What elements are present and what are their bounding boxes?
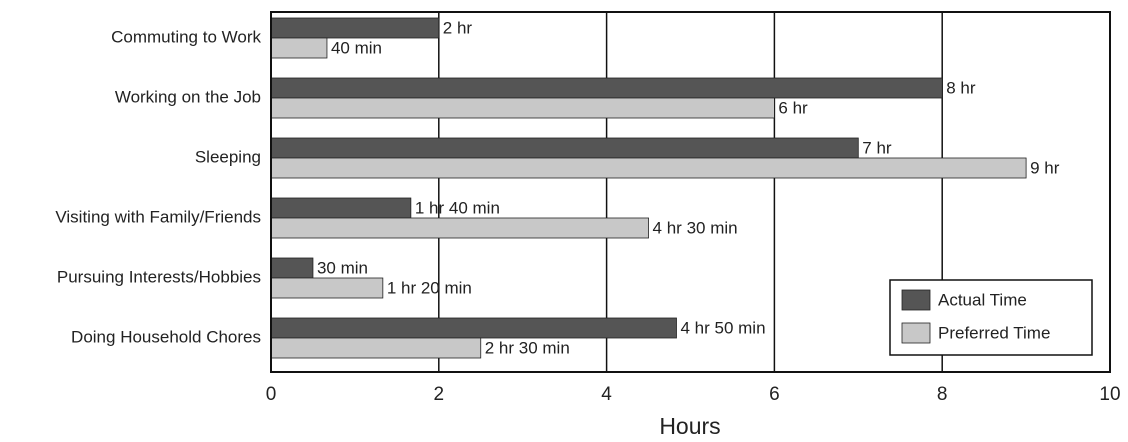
value-label: 7 hr [862,138,892,157]
value-label: 1 hr 40 min [415,198,500,217]
value-label: 2 hr 30 min [485,338,570,357]
bar [270,217,649,239]
value-label: 4 hr 50 min [680,318,765,337]
y-tick-label: Visiting with Family/Friends [55,207,261,226]
bar [270,137,859,159]
bar [270,37,328,59]
y-tick-label: Doing Household Chores [71,327,261,346]
bar [270,337,482,359]
x-tick-label: 4 [601,384,612,405]
x-tick-label: 2 [434,384,445,405]
plot-frame [270,11,1111,373]
bar [270,17,440,39]
legend-swatch [901,322,931,344]
value-label: 40 min [331,38,382,57]
x-tick-label: 6 [769,384,780,405]
bar [270,197,412,219]
x-tick-label: 8 [937,384,948,405]
bar [270,317,677,339]
x-tick-label: 0 [266,384,277,405]
value-label: 30 min [317,258,368,277]
legend-label: Preferred Time [938,323,1050,342]
y-tick-label: Working on the Job [115,87,261,106]
x-tick-label: 10 [1099,384,1120,405]
y-tick-label: Pursuing Interests/Hobbies [57,267,261,286]
value-label: 4 hr 30 min [653,218,738,237]
bar [270,77,943,99]
x-axis-title: Hours [659,413,720,439]
value-label: 1 hr 20 min [387,278,472,297]
value-label: 9 hr [1030,158,1060,177]
legend-swatch [901,289,931,311]
bar [270,157,1027,179]
bar [270,97,775,119]
value-label: 2 hr [443,18,473,37]
bar [270,277,384,299]
y-tick-label: Sleeping [195,147,261,166]
value-label: 6 hr [778,98,808,117]
bar [270,257,314,279]
value-label: 8 hr [946,78,976,97]
legend-label: Actual Time [938,290,1027,309]
y-tick-label: Commuting to Work [111,27,261,46]
